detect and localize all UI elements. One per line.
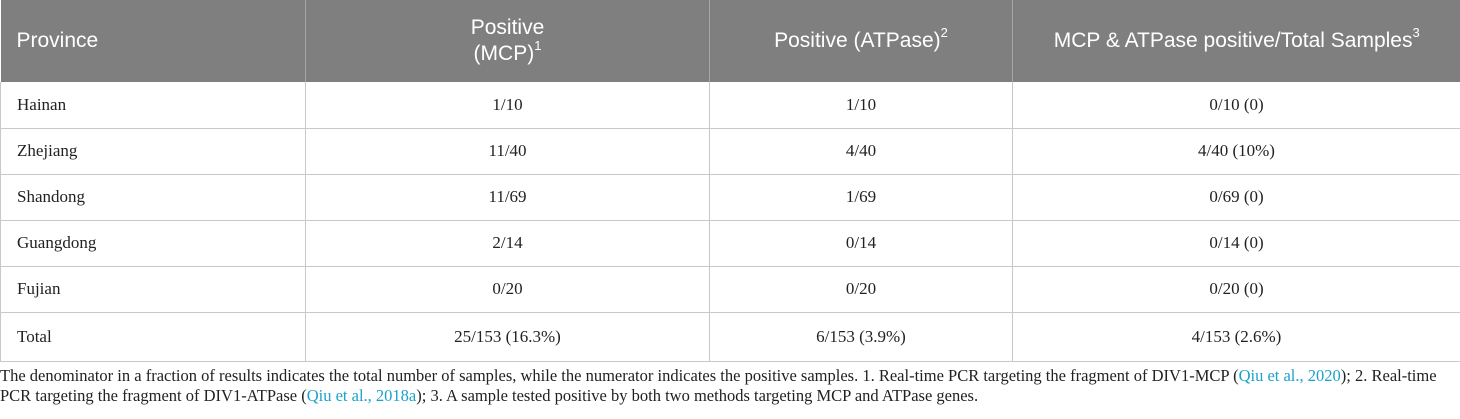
citation-link-qiu-2018a[interactable]: Qiu et al., 2018a xyxy=(306,386,417,405)
header-mcp-footnote-mark: 1 xyxy=(534,38,542,53)
header-province-label: Province xyxy=(16,29,99,52)
header-row: Province Positive (MCP)1 Positive (ATPas… xyxy=(0,0,1460,82)
cell-atpase: 6/153 (3.9%) xyxy=(709,312,1013,362)
table-row: Shandong 11/69 1/69 0/69 (0) xyxy=(0,174,1460,221)
table-row: Fujian 0/20 0/20 0/20 (0) xyxy=(0,266,1460,313)
cell-both: 4/40 (10%) xyxy=(1012,128,1460,175)
header-mcp-line2: (MCP) xyxy=(473,42,535,65)
cell-province: Hainan xyxy=(0,82,306,129)
cell-both: 0/20 (0) xyxy=(1012,266,1460,313)
cell-mcp: 0/20 xyxy=(305,266,710,313)
header-positive-atpase: Positive (ATPase)2 xyxy=(709,0,1013,82)
header-mcp-line1: Positive xyxy=(470,16,545,39)
table-row: Zhejiang 11/40 4/40 4/40 (10%) xyxy=(0,128,1460,175)
header-both-positive: MCP & ATPase positive/Total Samples3 xyxy=(1013,0,1460,82)
results-table: Province Positive (MCP)1 Positive (ATPas… xyxy=(0,0,1460,362)
cell-both: 0/10 (0) xyxy=(1012,82,1460,129)
table-row: Hainan 1/10 1/10 0/10 (0) xyxy=(0,82,1460,129)
cell-mcp: 11/40 xyxy=(305,128,710,175)
header-both-label: MCP & ATPase positive/Total Samples xyxy=(1053,29,1413,52)
cell-mcp: 25/153 (16.3%) xyxy=(305,312,710,362)
header-positive-mcp: Positive (MCP)1 xyxy=(305,0,710,82)
header-province: Province xyxy=(0,0,306,82)
cell-both: 4/153 (2.6%) xyxy=(1012,312,1460,362)
table-body: Hainan 1/10 1/10 0/10 (0) Zhejiang 11/40… xyxy=(0,82,1460,362)
table-row: Guangdong 2/14 0/14 0/14 (0) xyxy=(0,220,1460,267)
cell-atpase: 0/14 xyxy=(709,220,1013,267)
cell-province: Total xyxy=(0,312,306,362)
cell-both: 0/69 (0) xyxy=(1012,174,1460,221)
footnote-text-part1: The denominator in a fraction of results… xyxy=(0,366,1239,385)
cell-mcp: 11/69 xyxy=(305,174,710,221)
cell-atpase: 4/40 xyxy=(709,128,1013,175)
cell-province: Shandong xyxy=(0,174,306,221)
header-atpase-label: Positive (ATPase) xyxy=(774,29,941,52)
cell-province: Guangdong xyxy=(0,220,306,267)
table-header: Province Positive (MCP)1 Positive (ATPas… xyxy=(0,0,1460,82)
results-table-container: Province Positive (MCP)1 Positive (ATPas… xyxy=(0,0,1460,362)
cell-both: 0/14 (0) xyxy=(1012,220,1460,267)
header-both-footnote-mark: 3 xyxy=(1412,25,1420,40)
header-atpase-footnote-mark: 2 xyxy=(940,25,948,40)
table-row-total: Total 25/153 (16.3%) 6/153 (3.9%) 4/153 … xyxy=(0,312,1460,362)
footnote-text-part2: ); 2. Real-time PCR targeting the fragme… xyxy=(0,366,1437,405)
cell-mcp: 2/14 xyxy=(305,220,710,267)
cell-province: Zhejiang xyxy=(0,128,306,175)
table-footnote: The denominator in a fraction of results… xyxy=(0,366,1456,406)
cell-mcp: 1/10 xyxy=(305,82,710,129)
cell-province: Fujian xyxy=(0,266,306,313)
citation-link-qiu-2020[interactable]: Qiu et al., 2020 xyxy=(1238,366,1341,385)
cell-atpase: 0/20 xyxy=(709,266,1013,313)
cell-atpase: 1/69 xyxy=(709,174,1013,221)
cell-atpase: 1/10 xyxy=(709,82,1013,129)
footnote-text-part3: ); 3. A sample tested positive by both t… xyxy=(416,386,979,405)
